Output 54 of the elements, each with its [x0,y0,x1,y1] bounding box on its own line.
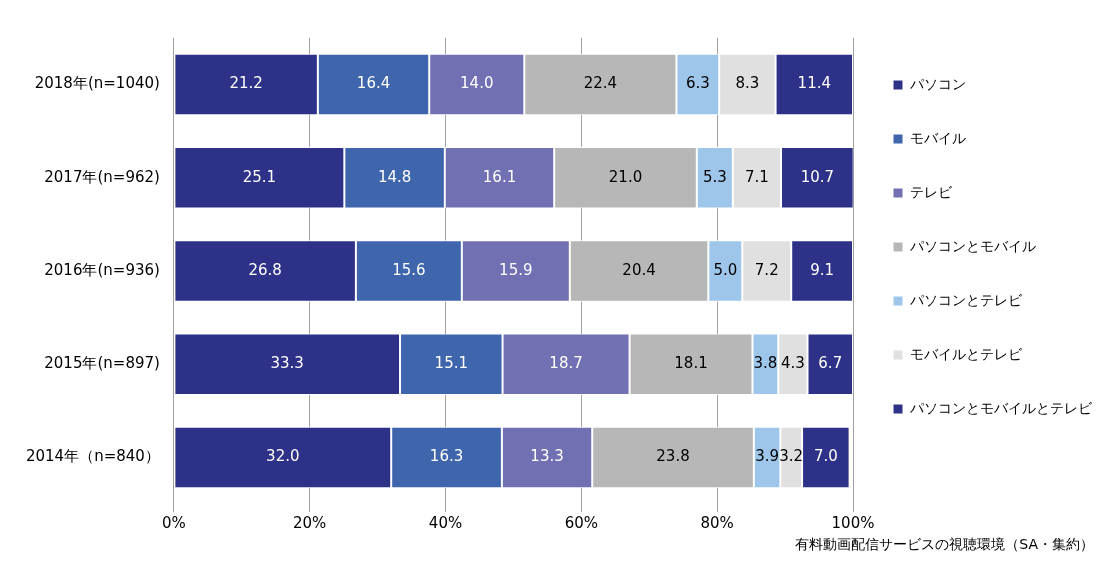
legend-label: テレビ [910,183,953,200]
legend-label: パソコンとテレビ [909,291,1023,308]
data-label: 11.4 [797,74,831,93]
data-label: 7.2 [754,260,779,279]
x-tick-label: 20% [293,513,327,532]
legend-label: モバイルとテレビ [910,345,1023,362]
data-label: 8.3 [735,74,760,93]
legend-label: パソコンとモバイル [909,237,1036,254]
data-label: 16.1 [482,167,517,186]
data-label: 21.0 [608,167,643,186]
data-label: 6.3 [685,74,710,93]
data-label: 9.1 [810,260,835,279]
x-tick-label: 80% [700,513,734,532]
x-tick-label: 0% [161,513,186,532]
data-label: 32.0 [266,447,300,466]
legend-label: パソコンとモバイルとテレビ [909,399,1093,416]
data-label: 14.0 [460,74,494,93]
data-label: 26.8 [248,260,282,279]
data-label: 7.0 [813,447,838,466]
y-tick-label: 2016年(n=936) [44,260,160,279]
data-label: 18.7 [549,354,583,373]
data-label: 10.7 [800,167,835,186]
y-tick-label: 2018年(n=1040) [34,74,160,93]
data-label: 16.3 [429,447,464,466]
data-label: 15.1 [434,354,468,373]
data-label: 16.4 [356,74,391,93]
data-label: 15.9 [499,260,533,279]
data-label: 5.3 [702,167,727,186]
legend-label: モバイル [910,129,966,146]
data-label: 14.8 [377,167,412,186]
data-label: 7.1 [744,167,769,186]
x-tick-label: 100% [831,513,875,532]
data-label: 21.2 [229,74,263,93]
data-label: 23.8 [656,447,690,466]
data-label: 6.7 [818,354,843,373]
data-label: 4.3 [780,354,805,373]
data-label: 3.8 [753,354,778,373]
x-tick-label: 60% [564,513,599,532]
legend-label: パソコン [909,75,966,92]
x-tick-label: 40% [428,513,463,532]
data-label: 15.6 [392,260,426,279]
data-label: 20.4 [622,260,656,279]
data-label: 13.3 [530,447,564,466]
text: 有料動画配信サービスの視聴環境（SA・集約） [794,536,1095,554]
data-label: 25.1 [242,167,277,186]
y-tick-label: 2014年（n=840） [25,447,160,466]
data-label: 22.4 [583,74,618,93]
data-label: 3.9 [755,447,780,466]
data-label: 18.1 [674,354,708,373]
y-tick-label: 2015年(n=897) [44,354,160,373]
y-tick-label: 2017年(n=962) [44,167,160,186]
data-label: 33.3 [270,354,304,373]
data-label: 5.0 [713,260,738,279]
data-label: 3.2 [779,447,804,466]
